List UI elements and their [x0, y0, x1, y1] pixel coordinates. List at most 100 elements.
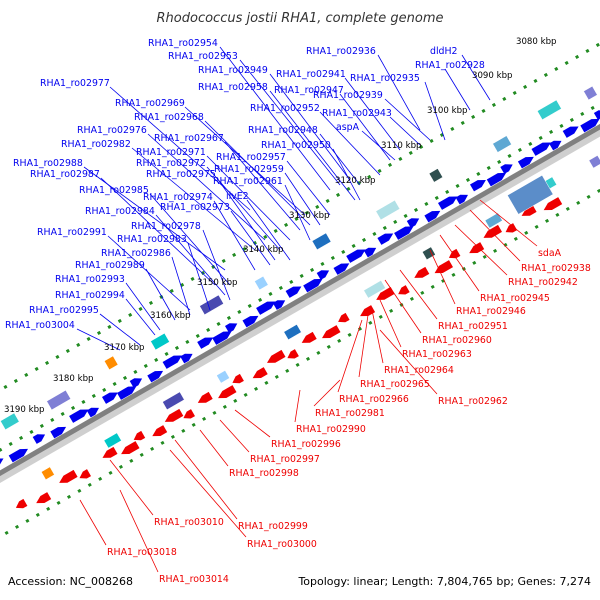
forward-gene-17 — [256, 301, 276, 315]
forward-gene-12 — [180, 353, 193, 364]
reverse-label-6: RHA1_ro02960 — [422, 335, 492, 346]
forward-callout-41 — [125, 298, 156, 336]
upper-feature-box-8 — [375, 199, 401, 221]
forward-label-0: RHA1_ro02954 — [148, 38, 218, 49]
forward-label-41: RHA1_ro02994 — [55, 290, 125, 301]
forward-gene-8 — [117, 386, 137, 400]
forward-callout-5 — [377, 54, 421, 131]
reverse-label-16: RHA1_ro02998 — [229, 468, 299, 479]
forward-gene-24 — [363, 247, 377, 258]
reverse-gene-0 — [15, 498, 28, 509]
forward-label-9: RHA1_ro02935 — [350, 73, 420, 84]
forward-label-1: RHA1_ro02953 — [168, 51, 238, 62]
forward-callout-17 — [147, 133, 266, 241]
reverse-gene-18 — [338, 312, 350, 323]
forward-label-24: RHA1_ro02957 — [216, 152, 286, 163]
forward-callout-42 — [99, 313, 141, 346]
forward-callout-14 — [389, 116, 421, 146]
forward-gene-21 — [316, 270, 330, 280]
forward-callout-33 — [155, 214, 226, 296]
forward-gene-31 — [470, 180, 486, 192]
forward-gene-4 — [50, 426, 67, 439]
tick-label-6: 3140 kbp — [243, 245, 284, 255]
guide-dotted-line-2 — [0, 188, 600, 539]
forward-label-36: RHA1_ro02991 — [37, 227, 107, 238]
reverse-gene-8 — [164, 408, 184, 422]
lower-feature-box-1 — [103, 432, 122, 449]
forward-callout-32 — [213, 200, 256, 271]
forward-gene-7 — [102, 392, 118, 404]
forward-label-25: RHA1_ro02972 — [136, 158, 206, 169]
lower-feature-box-4 — [283, 324, 302, 341]
forward-callout-38 — [171, 256, 191, 316]
forward-label-29: RHA1_ro02961 — [213, 176, 283, 187]
forward-label-13: RHA1_ro02952 — [250, 103, 320, 114]
forward-callout-36 — [107, 235, 191, 311]
forward-callout-39 — [145, 268, 176, 321]
tick-label-4: 3120 kbp — [335, 176, 376, 186]
forward-callout-21 — [332, 148, 361, 201]
tick-label-8: 3160 kbp — [150, 311, 191, 321]
forward-gene-11 — [162, 355, 182, 369]
forward-label-39: RHA1_ro02989 — [75, 260, 145, 271]
forward-gene-18 — [272, 300, 286, 310]
forward-gene-35 — [531, 142, 551, 156]
forward-gene-2 — [8, 448, 28, 463]
forward-label-34: RHA1_ro02973 — [160, 202, 230, 213]
reverse-label-0: sdaA — [538, 248, 562, 259]
forward-label-14: RHA1_ro02943 — [322, 108, 392, 119]
reverse-label-13: RHA1_ro02990 — [296, 424, 366, 435]
forward-label-21: RHA1_ro02950 — [261, 140, 331, 151]
reverse-callout-20 — [79, 499, 107, 546]
reverse-callout-10 — [337, 319, 363, 393]
tick-label-3: 3110 kbp — [381, 141, 422, 151]
genome-summary-text: Topology: linear; Length: 7,804,765 bp; … — [297, 575, 591, 588]
reverse-gene-6 — [133, 430, 146, 441]
forward-gene-16 — [242, 315, 259, 328]
forward-label-11: RHA1_ro02939 — [313, 90, 383, 101]
forward-label-18: RHA1_ro02948 — [248, 125, 318, 136]
reverse-label-11: RHA1_ro02962 — [438, 396, 508, 407]
reverse-label-20: RHA1_ro03018 — [107, 547, 177, 558]
reverse-gene-4 — [102, 446, 118, 458]
reverse-gene-3 — [79, 469, 91, 479]
reverse-label-7: RHA1_ro02963 — [402, 349, 472, 360]
reverse-gene-21 — [398, 285, 410, 295]
forward-callout-20 — [131, 147, 256, 251]
forward-gene-32 — [486, 172, 507, 187]
forward-label-23: RHA1_ro02988 — [13, 158, 83, 169]
reverse-gene-12 — [232, 373, 244, 384]
forward-callout-34 — [230, 210, 271, 266]
reverse-gene-26 — [483, 224, 502, 238]
forward-label-33: RHA1_ro02984 — [85, 206, 155, 217]
forward-gene-28 — [424, 210, 441, 223]
forward-label-2: RHA1_ro02949 — [198, 65, 268, 76]
forward-callout-6 — [461, 54, 491, 101]
reverse-label-15: RHA1_ro02997 — [250, 454, 320, 465]
forward-label-43: RHA1_ro03004 — [5, 320, 75, 331]
forward-label-35: RHA1_ro02978 — [131, 221, 201, 232]
reverse-gene-24 — [448, 248, 461, 259]
forward-label-16: aspA — [336, 122, 360, 133]
forward-gene-30 — [455, 194, 468, 205]
forward-label-42: RHA1_ro02995 — [29, 305, 99, 316]
guide-dotted-line-1 — [0, 101, 600, 452]
forward-label-5: RHA1_ro02936 — [306, 46, 376, 57]
reverse-gene-27 — [505, 223, 518, 233]
forward-label-40: RHA1_ro02993 — [55, 274, 125, 285]
forward-callout-0 — [219, 46, 331, 191]
forward-gene-14 — [212, 331, 232, 345]
reverse-gene-15 — [287, 349, 299, 359]
forward-callout-8 — [344, 77, 401, 151]
reverse-label-8: RHA1_ro02964 — [384, 365, 454, 376]
forward-callout-16 — [361, 130, 396, 161]
reverse-callout-14 — [234, 409, 271, 438]
reverse-gene-16 — [301, 331, 317, 343]
reverse-label-5: RHA1_ro02951 — [438, 321, 508, 332]
reverse-label-9: RHA1_ro02965 — [360, 379, 430, 390]
reverse-callout-13 — [294, 389, 301, 423]
forward-gene-9 — [129, 378, 143, 388]
forward-callout-19 — [224, 141, 301, 231]
reverse-callout-18 — [174, 439, 238, 520]
forward-label-26: RHA1_ro02959 — [214, 164, 284, 175]
